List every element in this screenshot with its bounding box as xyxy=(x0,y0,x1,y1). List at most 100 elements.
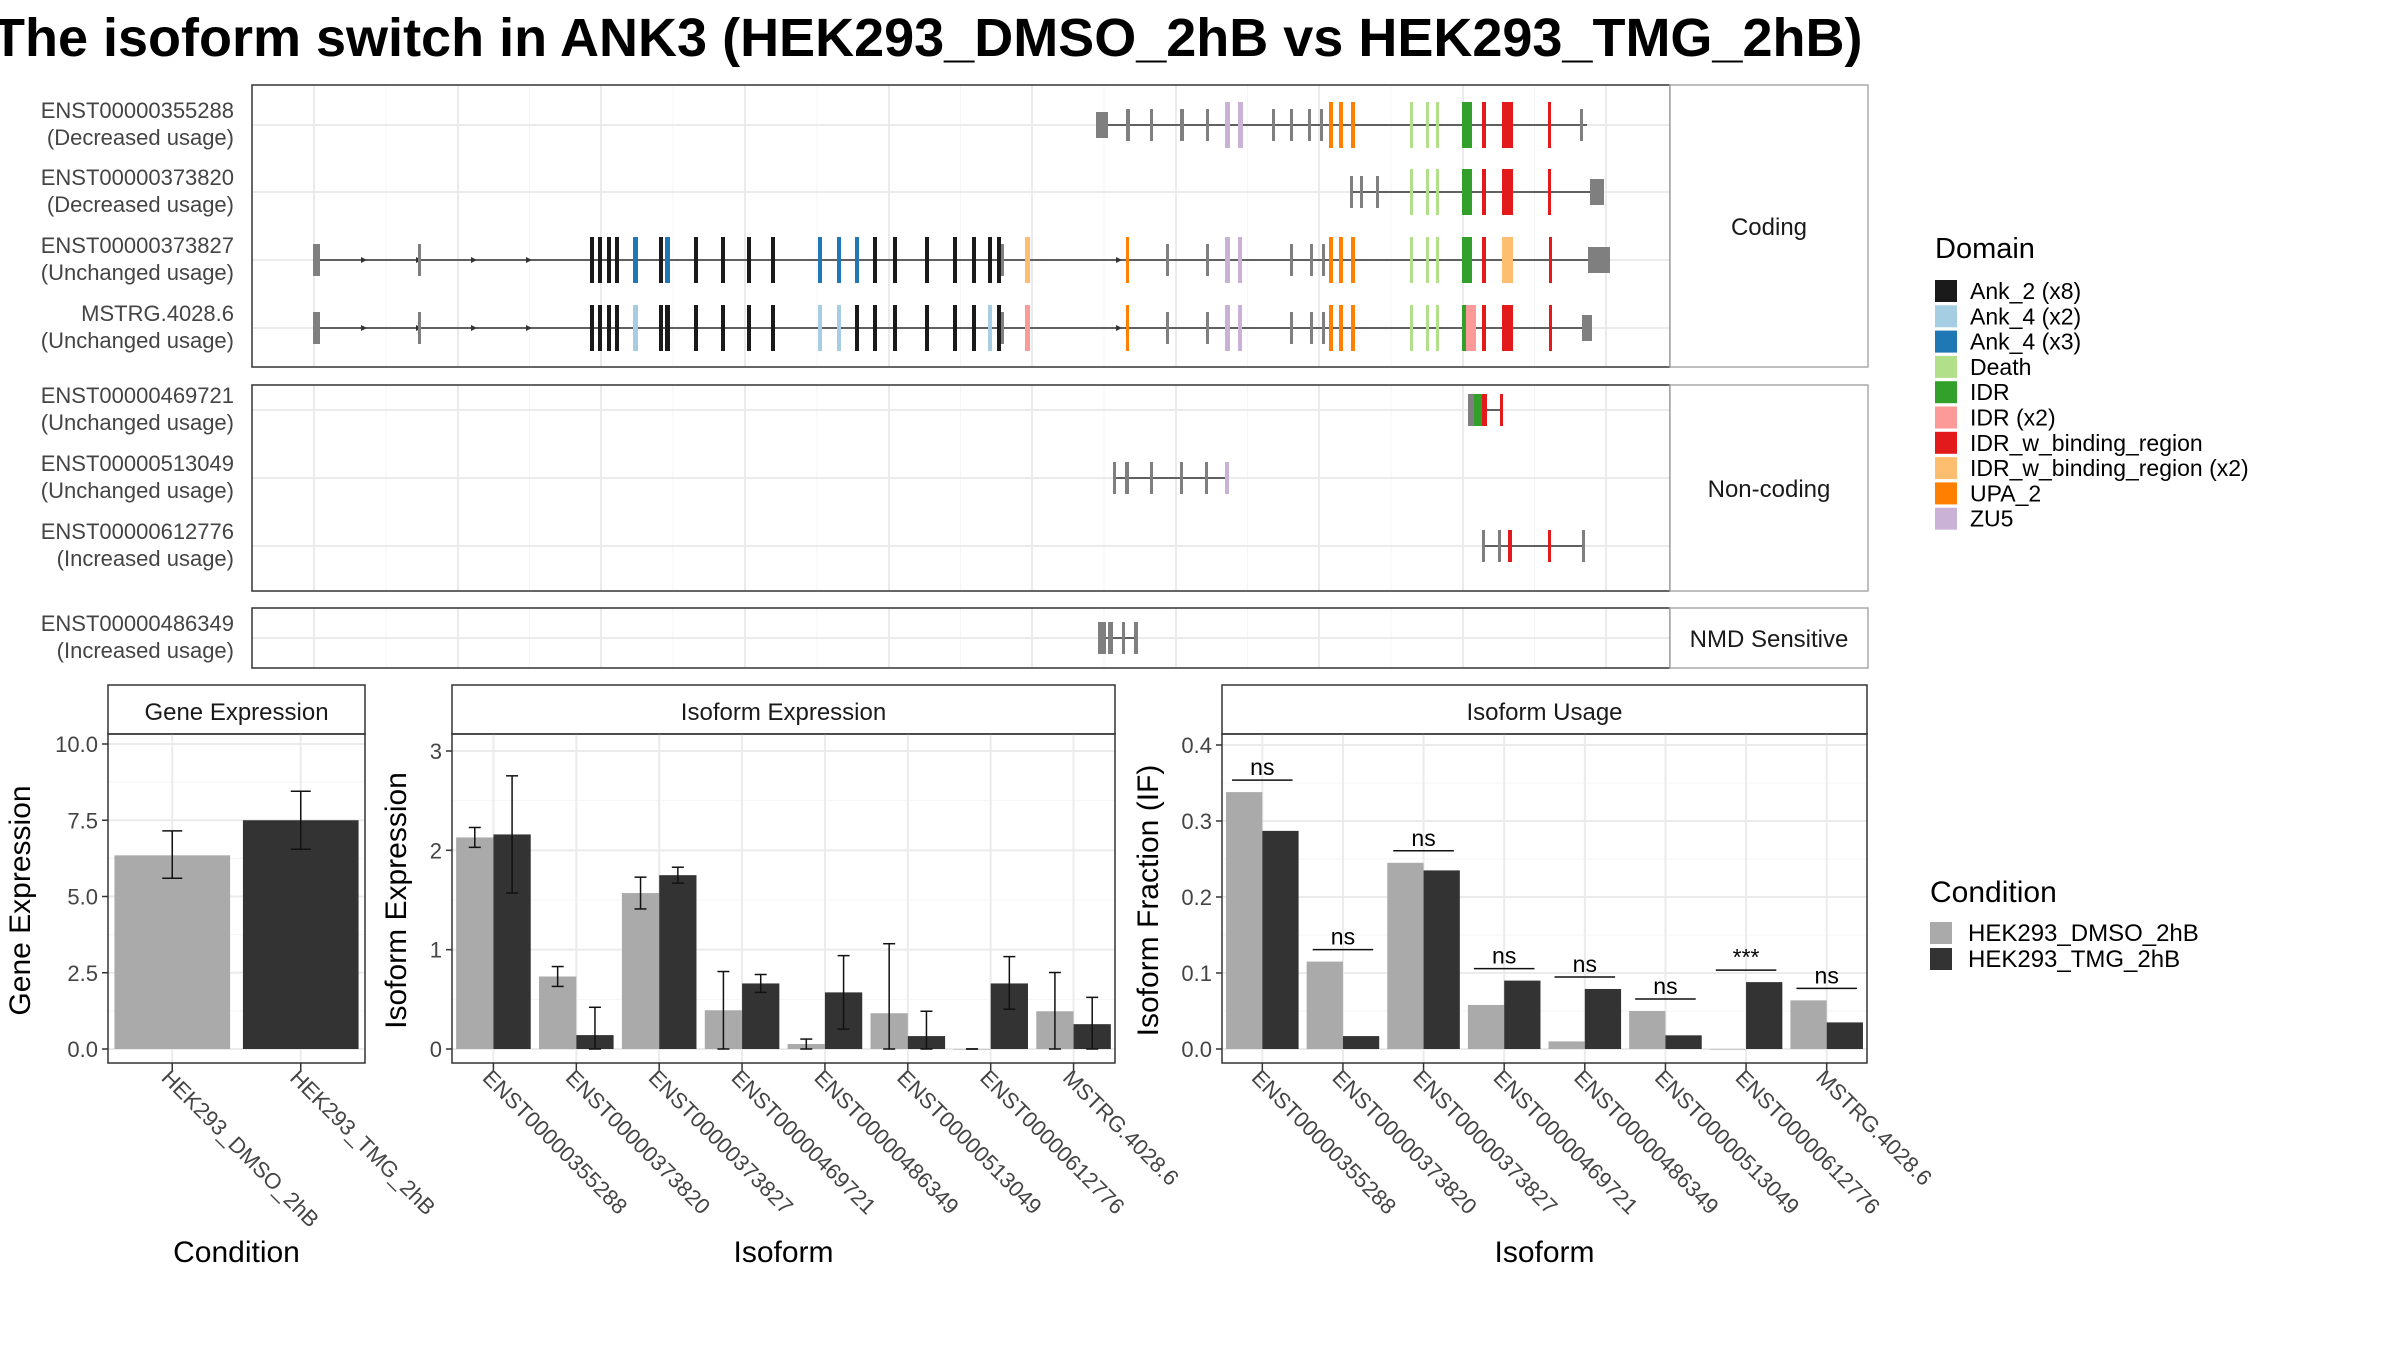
exon xyxy=(1580,109,1583,141)
bar xyxy=(456,837,494,1049)
domain-block xyxy=(590,305,594,351)
domain-block xyxy=(1225,237,1230,283)
bar xyxy=(1790,1000,1827,1049)
isoform-name: ENST00000469721 xyxy=(41,383,234,408)
y-tick-label: 1 xyxy=(430,938,442,963)
y-tick-label: 3 xyxy=(430,739,442,764)
y-tick-label: 0.0 xyxy=(1181,1037,1212,1062)
domain-block xyxy=(1238,237,1242,283)
domain-block xyxy=(1225,102,1230,148)
domain-block xyxy=(615,237,619,283)
domain-block xyxy=(607,305,611,351)
legend-label: HEK293_DMSO_2hB xyxy=(1968,920,2199,947)
bar xyxy=(659,875,697,1049)
domain-block xyxy=(1351,305,1355,351)
domain-block xyxy=(1426,305,1429,351)
exon xyxy=(1272,109,1275,141)
panel-strip xyxy=(1669,607,1869,669)
isoform-name: MSTRG.4028.6 xyxy=(81,301,234,326)
panel-strip xyxy=(1669,84,1869,368)
panel-strip-label: Coding xyxy=(1731,214,1807,241)
domain-block xyxy=(837,237,841,283)
panel-strip-label: Non-coding xyxy=(1708,476,1831,503)
domain-block xyxy=(1410,237,1413,283)
bar xyxy=(1226,792,1263,1049)
exon xyxy=(1125,462,1129,494)
domain-block xyxy=(633,305,638,351)
exon xyxy=(1360,176,1363,208)
legend-title: Condition xyxy=(1930,876,2057,909)
chart-title: Isoform Usage xyxy=(1466,699,1622,726)
strand-arrow xyxy=(526,257,532,263)
domain-block xyxy=(893,305,897,351)
x-tick-label: ENST00000373827 xyxy=(644,1065,798,1219)
domain-block xyxy=(1426,169,1429,215)
exon xyxy=(1290,109,1293,141)
legend-label: Ank_4 (x3) xyxy=(1970,329,2081,355)
isoform-name: ENST00000612776 xyxy=(41,519,234,544)
x-tick-label: ENST00000612776 xyxy=(1731,1065,1885,1219)
domain-block xyxy=(665,305,670,351)
domain-block xyxy=(633,237,638,283)
domain-block xyxy=(1500,394,1503,426)
exon-utr xyxy=(1588,247,1610,273)
figure-title: The isoform switch in ANK3 (HEK293_DMSO_… xyxy=(0,8,1862,68)
chart-strip xyxy=(1221,684,1868,735)
exon xyxy=(1126,109,1130,141)
transcript-row: MSTRG.4028.6(Unchanged usage) xyxy=(41,301,1592,353)
isoform-name: ENST00000513049 xyxy=(41,451,234,476)
domain-block xyxy=(1410,102,1413,148)
y-tick-label: 0 xyxy=(430,1037,442,1062)
x-tick-label: ENST00000469721 xyxy=(1489,1065,1643,1219)
x-tick-label: ENST00000612776 xyxy=(975,1065,1129,1219)
domain-block xyxy=(598,237,602,283)
legend-swatch xyxy=(1935,507,1957,530)
domain-block xyxy=(771,305,775,351)
bar xyxy=(114,855,231,1049)
domain-block xyxy=(1482,102,1486,148)
bar xyxy=(1548,1041,1585,1049)
exon xyxy=(1468,394,1474,426)
chart-strip xyxy=(107,684,366,735)
domain-block xyxy=(1126,237,1129,283)
y-tick-label: 5.0 xyxy=(67,885,98,910)
isoform-usage: (Unchanged usage) xyxy=(41,410,234,435)
domain-block xyxy=(818,305,822,351)
legend-label: HEK293_TMG_2hB xyxy=(1968,946,2180,973)
domain-block xyxy=(694,305,698,351)
transcript-row: ENST00000373827(Unchanged usage) xyxy=(41,233,1610,285)
legend-swatch xyxy=(1935,355,1957,378)
isoform-usage: (Unchanged usage) xyxy=(41,260,234,285)
x-tick-label: ENST00000513049 xyxy=(892,1065,1046,1219)
domain-block xyxy=(1329,237,1333,283)
y-tick-label: 0.2 xyxy=(1181,885,1212,910)
isoform-usage: (Unchanged usage) xyxy=(41,328,234,353)
exon xyxy=(1166,244,1169,276)
domain-block xyxy=(1466,305,1476,351)
domain-block xyxy=(1238,305,1242,351)
domain-block xyxy=(659,237,663,283)
strand-arrow xyxy=(1116,257,1122,263)
significance-label: ns xyxy=(1250,754,1274,780)
domain-block xyxy=(1436,237,1439,283)
domain-block xyxy=(615,305,619,351)
exon xyxy=(1310,244,1313,276)
transcript-row: ENST00000612776(Increased usage) xyxy=(41,519,1585,571)
domain-block xyxy=(1329,305,1333,351)
domain-block xyxy=(1410,305,1413,351)
x-tick-label: ENST00000373827 xyxy=(1408,1065,1562,1219)
domain-block xyxy=(1339,305,1343,351)
bar xyxy=(1342,1036,1380,1049)
domain-block xyxy=(855,305,859,351)
domain-block xyxy=(1502,169,1513,215)
exon xyxy=(1498,530,1501,562)
bar-charts: Gene Expression0.02.55.07.510.0HEK293_DM… xyxy=(4,684,1937,1269)
domain-block xyxy=(1462,237,1472,283)
bar xyxy=(1665,1035,1702,1049)
domain-block xyxy=(1126,305,1129,351)
domain-block xyxy=(747,305,751,351)
significance-label: ns xyxy=(1331,924,1355,950)
x-tick-label: ENST00000486349 xyxy=(809,1065,963,1219)
isoform-usage: (Increased usage) xyxy=(57,546,234,571)
